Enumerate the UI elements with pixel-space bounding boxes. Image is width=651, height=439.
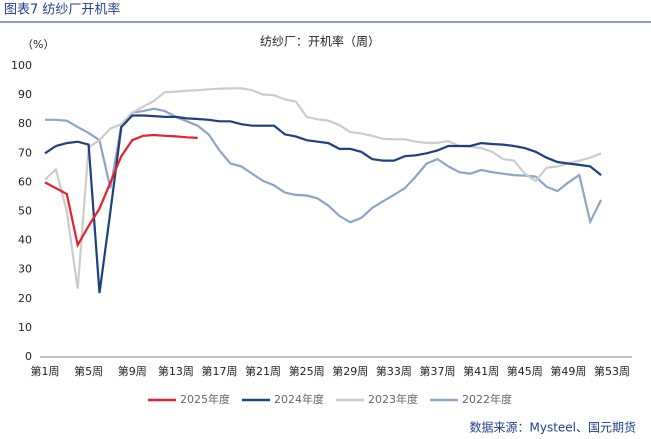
y-unit: （%） [22, 38, 54, 51]
legend-label: 2024年度 [274, 392, 324, 406]
x-tick-label: 第33周 [376, 364, 412, 378]
x-tick-label: 第49周 [550, 364, 586, 378]
x-tick-label: 第13周 [158, 364, 194, 378]
x-tick-label: 第25周 [289, 364, 325, 378]
chart-title: 纺纱厂：开机率（周） [260, 34, 380, 49]
y-tick-label: 0 [25, 350, 32, 363]
x-tick-label: 第53周 [594, 364, 630, 378]
x-tick-label: 第45周 [507, 364, 543, 378]
series-line [44, 114, 602, 294]
x-tick-label: 第37周 [420, 364, 456, 378]
y-tick-label: 90 [18, 88, 32, 101]
series-line [45, 107, 603, 225]
legend-label: 2022年度 [462, 392, 512, 406]
y-tick-label: 10 [18, 321, 32, 334]
x-tick-label: 第17周 [201, 364, 237, 378]
x-tick-label: 第29周 [332, 364, 368, 378]
y-tick-label: 40 [18, 234, 32, 247]
source: 数据来源：Mysteel、国元期货 [469, 420, 636, 435]
y-tick-label: 30 [18, 263, 32, 276]
y-tick-label: 20 [18, 292, 32, 305]
legend-label: 2025年度 [180, 392, 230, 406]
x-tick-label: 第1周 [31, 364, 60, 378]
x-tick-label: 第5周 [74, 364, 103, 378]
x-tick-label: 第41周 [463, 364, 499, 378]
series-line [44, 133, 198, 249]
y-tick-label: 70 [18, 146, 32, 159]
legend-label: 2023年度 [368, 392, 418, 406]
figure-title: 图表7 纺纱厂开机率 [4, 2, 120, 18]
y-tick-label: 80 [18, 117, 32, 130]
y-tick-label: 100 [11, 59, 32, 72]
x-tick-label: 第21周 [245, 364, 281, 378]
x-tick-label: 第9周 [118, 364, 147, 378]
y-tick-label: 50 [18, 205, 32, 218]
y-tick-label: 60 [18, 175, 32, 188]
series-line [44, 87, 602, 289]
